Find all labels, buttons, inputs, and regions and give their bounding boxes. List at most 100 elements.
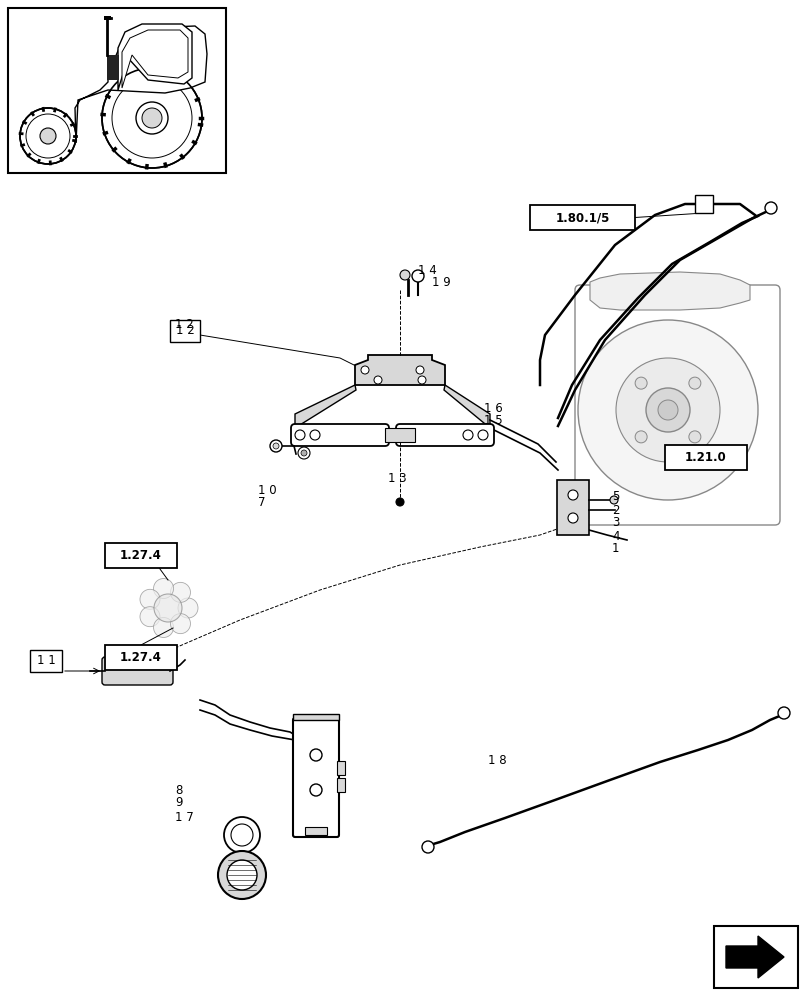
Bar [305,827,327,835]
Text: 1 1: 1 1 [36,654,55,668]
Polygon shape [75,26,207,143]
Bar [8,8,225,173]
Polygon shape [590,272,749,310]
Circle shape [178,598,198,618]
FancyBboxPatch shape [102,657,173,685]
Text: 1 2: 1 2 [175,318,194,332]
Circle shape [616,358,719,462]
Circle shape [272,443,279,449]
Circle shape [139,589,160,609]
Polygon shape [122,30,188,88]
Bar [105,645,177,670]
FancyBboxPatch shape [293,718,338,837]
Text: 3: 3 [611,516,619,530]
Bar [107,55,119,80]
Bar [664,445,746,470]
Circle shape [135,102,168,134]
Text: 4: 4 [611,530,619,542]
Circle shape [634,377,646,389]
Circle shape [777,707,789,719]
Circle shape [142,108,162,128]
Circle shape [764,202,776,214]
Circle shape [646,388,689,432]
Circle shape [415,366,423,374]
Circle shape [230,824,253,846]
Text: 2: 2 [611,504,619,516]
Polygon shape [294,385,355,428]
Circle shape [374,376,381,384]
Polygon shape [725,936,783,978]
Text: 1 2: 1 2 [175,324,194,338]
Text: 1 8: 1 8 [487,754,506,766]
Circle shape [568,490,577,500]
Circle shape [462,430,473,440]
Circle shape [170,614,191,634]
Bar [694,195,712,213]
Circle shape [301,450,307,456]
Bar [169,320,200,342]
Bar [337,778,345,792]
Text: 1 7: 1 7 [175,811,194,824]
Bar [105,543,177,568]
Circle shape [40,128,56,144]
Circle shape [170,582,191,602]
Circle shape [422,841,433,853]
Text: 9: 9 [175,796,182,809]
Text: 1 9: 1 9 [431,276,450,290]
FancyBboxPatch shape [396,424,493,446]
Bar [104,16,111,20]
Bar [30,650,62,672]
Circle shape [609,496,617,504]
Text: 1.80.1/5: 1.80.1/5 [555,211,609,224]
Text: 1: 1 [611,542,619,556]
Circle shape [153,617,174,637]
Circle shape [310,784,322,796]
Circle shape [688,377,700,389]
Circle shape [298,447,310,459]
Bar [530,205,634,230]
Circle shape [310,430,320,440]
Circle shape [478,430,487,440]
Polygon shape [354,355,444,385]
Circle shape [657,400,677,420]
Circle shape [139,607,160,627]
Circle shape [400,270,410,280]
Circle shape [224,817,260,853]
Circle shape [577,320,757,500]
Text: 7: 7 [258,496,265,510]
Circle shape [418,376,426,384]
FancyBboxPatch shape [290,424,388,446]
Text: 1 4: 1 4 [418,263,436,276]
Circle shape [227,860,257,890]
Text: 1 6: 1 6 [483,401,502,414]
Text: 1 5: 1 5 [483,414,502,426]
Bar [337,761,345,775]
Bar [556,480,588,535]
Circle shape [154,594,182,622]
Circle shape [20,108,76,164]
Circle shape [294,430,305,440]
Polygon shape [118,24,191,90]
Text: 5: 5 [611,490,619,504]
Text: 1.21.0: 1.21.0 [684,451,726,464]
Text: 1.27.4: 1.27.4 [120,549,161,562]
Circle shape [270,440,281,452]
Circle shape [26,114,70,158]
FancyBboxPatch shape [574,285,779,525]
Circle shape [688,431,700,443]
Circle shape [361,366,368,374]
Circle shape [310,749,322,761]
Circle shape [153,579,174,599]
Circle shape [411,270,423,282]
Circle shape [568,513,577,523]
Circle shape [634,431,646,443]
Polygon shape [444,385,489,428]
Circle shape [112,78,191,158]
Bar [293,714,338,720]
Text: 8: 8 [175,784,182,796]
Bar [384,428,414,442]
Circle shape [217,851,266,899]
Text: 1 0: 1 0 [258,484,277,496]
Circle shape [102,68,202,168]
Text: 1.27.4: 1.27.4 [120,651,161,664]
